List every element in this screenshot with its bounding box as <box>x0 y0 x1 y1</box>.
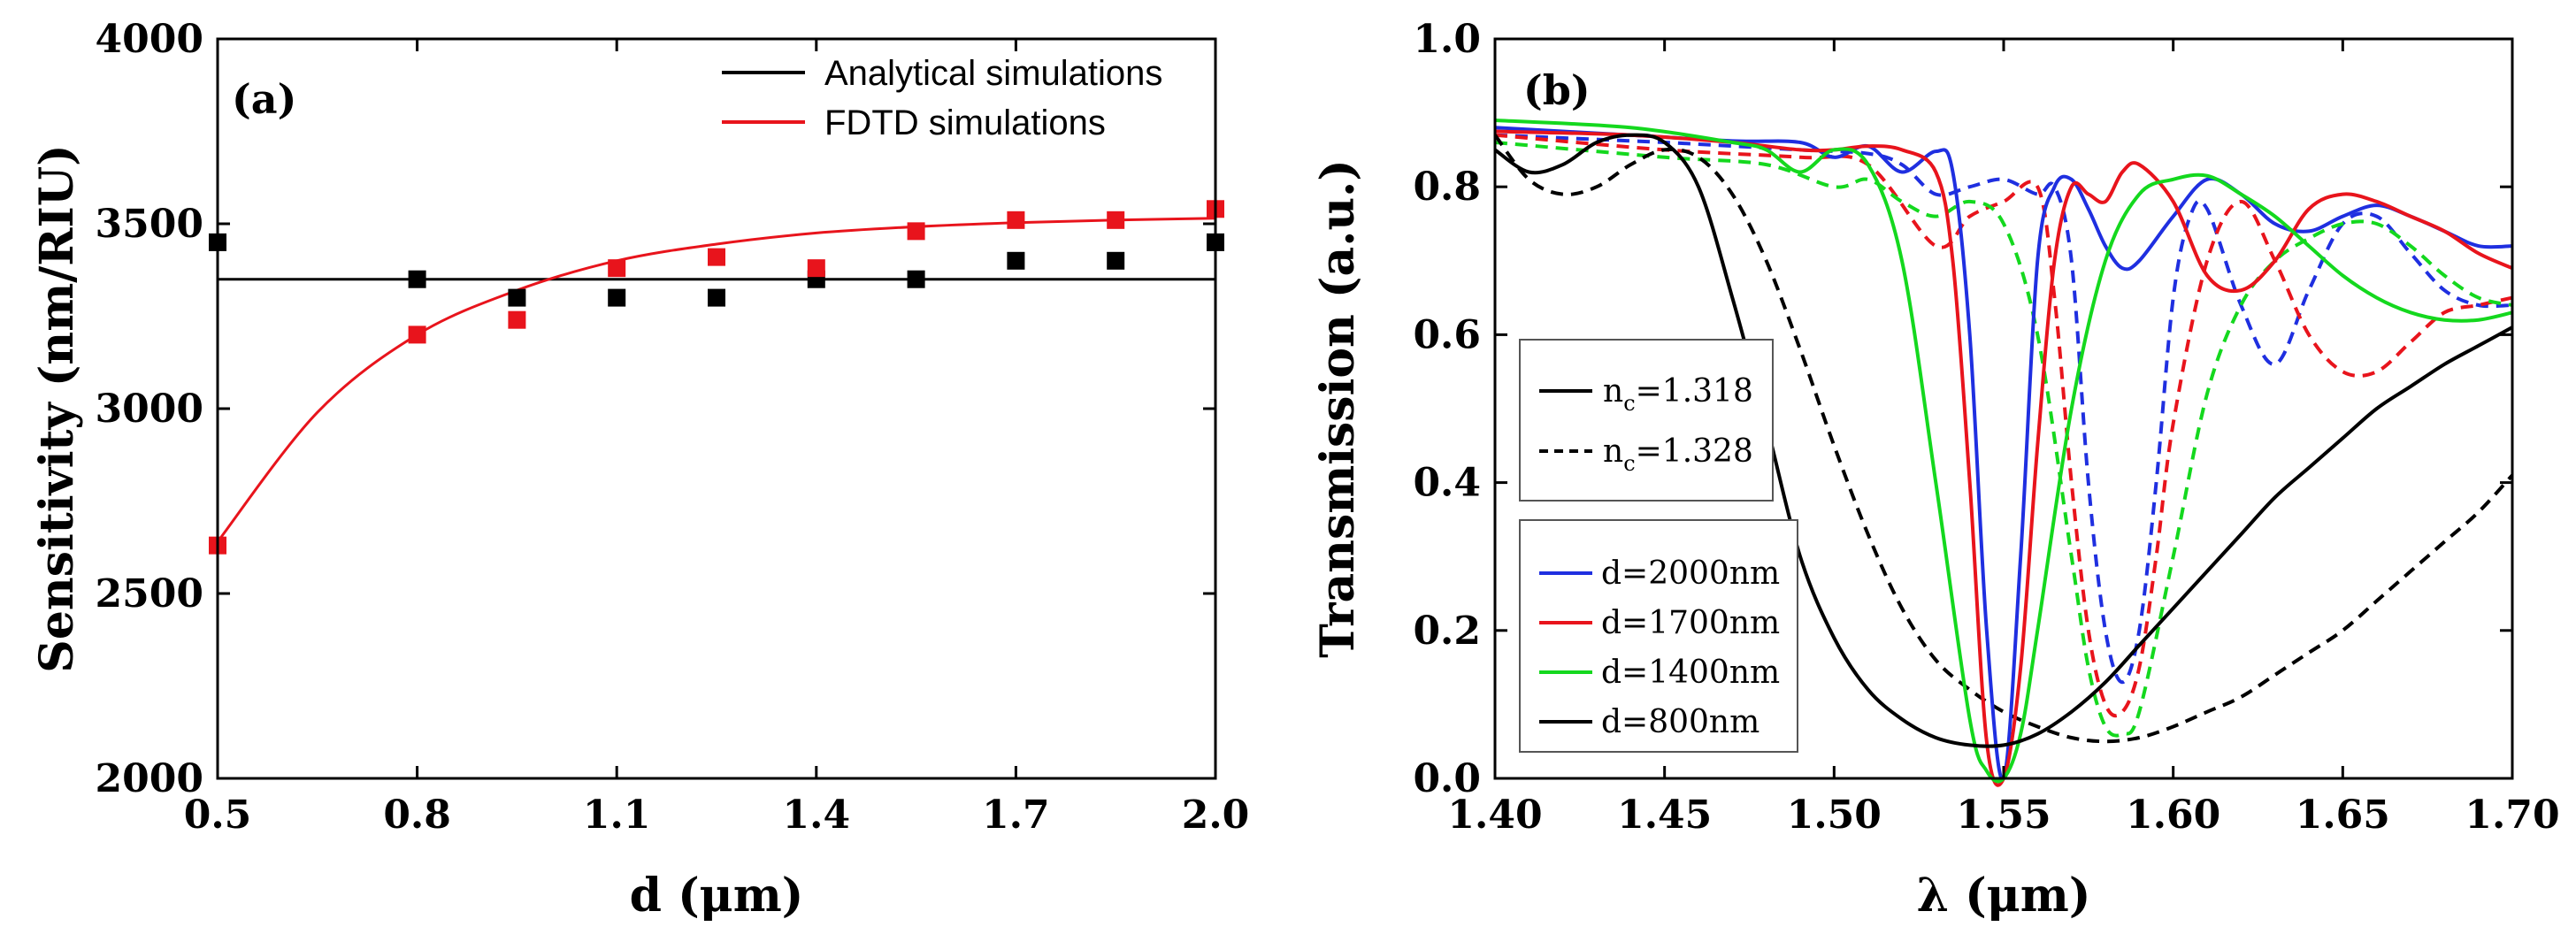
panel-b-style-legend: nc=1.318 nc=1.328 <box>1519 339 1774 502</box>
color-legend-label-d-800nm: d=800nm <box>1601 704 1760 740</box>
panel-a-xtick-label: 0.8 <box>383 793 451 838</box>
panel-a-xlabel: d (μm) <box>630 869 804 923</box>
panel-b-ytick-label: 0.4 <box>1413 461 1481 506</box>
point-analytical-simulations <box>408 270 426 288</box>
panel-b-ticks: 1.40 1.45 1.50 1.55 1.60 1.65 1.70 0.0 0.2 0.4 0.6… <box>1413 17 2559 838</box>
series-d-1400nm <box>1494 119 2513 784</box>
point-analytical-simulations <box>508 288 526 307</box>
panel-b: 1.40 1.45 1.50 1.55 1.60 1.65 1.70 0.0 0.2 0.4 0.6… <box>1311 17 2560 923</box>
series-d-800nm <box>1493 133 2513 748</box>
point-analytical-simulations <box>708 288 725 307</box>
panel-a-ytick-label: 2000 <box>96 756 203 801</box>
panel-b-ylabel: Transmission (a.u.) <box>1311 159 1365 658</box>
style-legend-label: nc=1.328 <box>1603 433 1753 476</box>
series-d-1700nm <box>1494 129 2513 787</box>
point-analytical-simulations <box>1007 251 1025 270</box>
panel-b-xtick-label: 1.65 <box>2296 793 2390 838</box>
panel-b-xtick-label: 1.60 <box>2126 793 2220 838</box>
panel-a-series <box>209 200 1224 555</box>
point-fdtd-simulations <box>907 222 925 241</box>
point-analytical-simulations <box>907 270 925 288</box>
panel-a-legend: Analytical simulations FDTD simulations <box>722 54 1162 142</box>
panel-b-ytick-label: 0.8 <box>1413 165 1481 210</box>
panel-b-label: (b) <box>1523 66 1591 114</box>
point-analytical-simulations <box>608 288 626 307</box>
panel-b-xtick-label: 1.70 <box>2465 793 2559 838</box>
color-legend-label-d-2000nm: d=2000nm <box>1601 555 1780 592</box>
fit-curve-fdtd-simulations <box>216 217 1216 543</box>
point-fdtd-simulations <box>1007 211 1025 229</box>
legend-label-analytical-simulations: Analytical simulations <box>824 54 1162 93</box>
panel-a-ytick-label: 4000 <box>96 17 203 62</box>
color-legend-label-d-1700nm: d=1700nm <box>1601 605 1780 641</box>
panel-b-ytick-label: 0.2 <box>1413 609 1481 654</box>
panel-a-xtick-label: 1.1 <box>583 793 651 838</box>
panel-b-color-legend: d=2000nm d=1700nm d=1400nm d=800nm <box>1519 519 1798 753</box>
panel-a-xtick-label: 0.5 <box>184 793 252 838</box>
panel-b-series <box>1493 119 2514 787</box>
panel-a-xtick-label: 2.0 <box>1182 793 1250 838</box>
panel-a-ylabel: Sensitivity (nm/RIU) <box>30 144 84 672</box>
legend-label-fdtd-simulations: FDTD simulations <box>824 103 1106 142</box>
color-legend-box <box>1519 519 1798 753</box>
series-d-1400nm-n-c-1-328 <box>1494 141 2513 738</box>
point-fdtd-simulations <box>408 325 426 344</box>
panel-b-xtick-label: 1.55 <box>1956 793 2051 838</box>
panel-a-ytick-label: 2500 <box>96 571 203 617</box>
panel-a-ytick-label: 3000 <box>96 387 203 432</box>
point-fdtd-simulations <box>608 259 626 278</box>
panel-a: 0.5 0.8 1.1 1.4 1.7 2.0 2000 2500 3000 3500 4000 (… <box>30 17 1249 923</box>
color-legend-label-d-1400nm: d=1400nm <box>1601 655 1780 691</box>
point-analytical-simulations <box>1107 251 1125 270</box>
series-d-2000nm-n-c-1-328 <box>1494 133 2513 685</box>
panel-b-xtick-label: 1.40 <box>1447 793 1542 838</box>
point-fdtd-simulations <box>807 259 825 278</box>
panel-b-ytick-label: 0.0 <box>1413 756 1481 801</box>
panel-a-label: (a) <box>232 75 296 123</box>
panel-b-xtick-label: 1.45 <box>1617 793 1712 838</box>
panel-b-ytick-label: 1.0 <box>1413 17 1481 62</box>
point-fdtd-simulations <box>708 248 725 266</box>
panel-b-xlabel: λ (μm) <box>1917 869 2091 923</box>
series-d-800nm-n-c-1-328 <box>1493 134 2514 744</box>
panel-b-xtick-label: 1.50 <box>1787 793 1882 838</box>
panel-a-xtick-label: 1.4 <box>783 793 851 838</box>
panel-a-ytick-label: 3500 <box>96 202 203 247</box>
style-legend-label: nc=1.318 <box>1603 373 1753 416</box>
point-fdtd-simulations <box>508 310 526 329</box>
panel-a-xtick-label: 1.7 <box>982 793 1050 838</box>
style-legend-box <box>1519 339 1774 502</box>
panel-b-ytick-label: 0.6 <box>1413 312 1481 357</box>
panel-a-plot-frame <box>216 37 1217 780</box>
panel-a-ticks: 0.5 0.8 1.1 1.4 1.7 2.0 2000 2500 3000 3500 4000 <box>96 17 1250 838</box>
point-fdtd-simulations <box>1107 211 1125 229</box>
